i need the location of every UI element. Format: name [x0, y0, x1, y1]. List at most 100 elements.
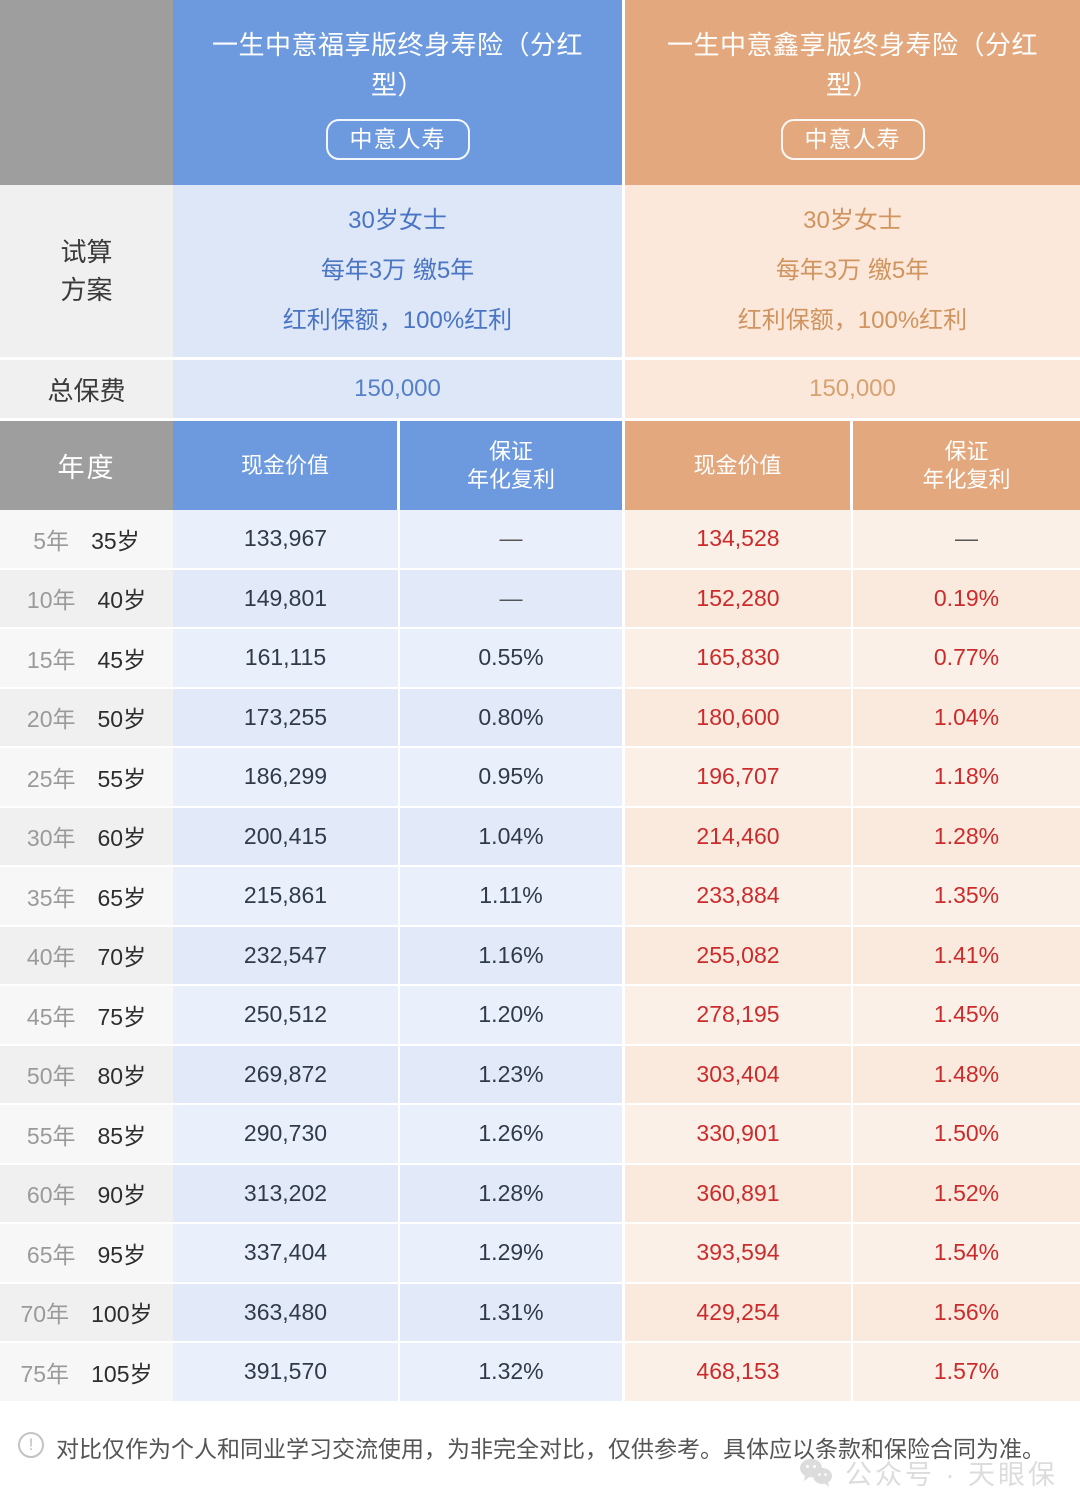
- cell-cash-a: 232,547: [173, 926, 400, 986]
- row-year: 55年: [26, 1122, 76, 1149]
- column-header-rate-a: 保证 年化复利: [400, 418, 625, 510]
- footer-note-text: 对比仅作为个人和同业学习交流使用，为非完全对比，仅供参考。具体应以条款和保险合同…: [56, 1435, 1045, 1462]
- row-period-label: 65年 95岁: [0, 1224, 173, 1284]
- column-header-rate-b-line1: 保证: [944, 438, 989, 464]
- column-header-rate-b-line2: 年化复利: [922, 466, 1011, 492]
- row-period-label: 75年 105岁: [0, 1343, 173, 1403]
- cell-cash-b: 134,528: [625, 510, 853, 570]
- cell-rate-b: 0.19%: [853, 569, 1080, 629]
- column-header-rate-a-line1: 保证: [488, 438, 533, 464]
- cell-cash-b: 180,600: [625, 688, 853, 748]
- cell-rate-a: —: [400, 510, 625, 570]
- product-company-badge-a: 中意人寿: [325, 119, 470, 160]
- row-age: 65岁: [97, 884, 147, 911]
- plan-a-line-2: 每年3万 缴5年: [320, 257, 475, 284]
- table-row: 50年 80岁 269,872 1.23% 303,404 1.48%: [0, 1045, 1080, 1105]
- cell-rate-a: 1.23%: [400, 1045, 625, 1105]
- table-row: 65年 95岁 337,404 1.29% 393,594 1.54%: [0, 1224, 1080, 1284]
- row-period-label: 45年 75岁: [0, 986, 173, 1046]
- cell-cash-b: 360,891: [625, 1164, 853, 1224]
- product-company-badge-b: 中意人寿: [780, 119, 925, 160]
- table-row: 75年 105岁 391,570 1.32% 468,153 1.57%: [0, 1343, 1080, 1403]
- cell-cash-b: 278,195: [625, 986, 853, 1046]
- table-row: 60年 90岁 313,202 1.28% 360,891 1.52%: [0, 1164, 1080, 1224]
- plan-a-line-3: 红利保额，100%红利: [282, 307, 513, 334]
- total-premium-row: 总保费 150,000 150,000: [0, 360, 1080, 418]
- footer-note: ! 对比仅作为个人和同业学习交流使用，为非完全对比，仅供参考。具体应以条款和保险…: [0, 1402, 1080, 1508]
- row-year: 10年: [26, 587, 76, 614]
- row-year: 25年: [26, 765, 76, 792]
- row-period-label: 40年 70岁: [0, 926, 173, 986]
- row-year: 45年: [26, 1003, 76, 1030]
- table-row: 70年 100岁 363,480 1.31% 429,254 1.56%: [0, 1283, 1080, 1343]
- row-age: 100岁: [91, 1301, 153, 1328]
- plan-cell-b: 30岁女士 每年3万 缴5年 红利保额，100%红利: [625, 185, 1080, 360]
- cell-cash-b: 214,460: [625, 807, 853, 867]
- cell-rate-b: 1.41%: [853, 926, 1080, 986]
- cell-cash-a: 363,480: [173, 1283, 400, 1343]
- cell-rate-b: 1.35%: [853, 867, 1080, 927]
- cell-rate-a: 0.80%: [400, 688, 625, 748]
- plan-row-label: 试算 方案: [0, 185, 173, 360]
- row-year: 35年: [26, 884, 76, 911]
- cell-cash-a: 173,255: [173, 688, 400, 748]
- column-header-rate-a-line2: 年化复利: [466, 466, 555, 492]
- plan-row: 试算 方案 30岁女士 每年3万 缴5年 红利保额，100%红利 30岁女士 每…: [0, 185, 1080, 360]
- cell-cash-a: 200,415: [173, 807, 400, 867]
- cell-rate-a: 1.28%: [400, 1164, 625, 1224]
- row-year: 60年: [26, 1182, 76, 1209]
- cell-rate-b: 0.77%: [853, 629, 1080, 689]
- row-age: 35岁: [91, 527, 140, 554]
- row-year: 70年: [20, 1301, 70, 1328]
- cell-rate-b: —: [853, 510, 1080, 570]
- cell-cash-b: 330,901: [625, 1105, 853, 1165]
- row-age: 105岁: [91, 1360, 153, 1387]
- table-row: 45年 75岁 250,512 1.20% 278,195 1.45%: [0, 986, 1080, 1046]
- cell-cash-b: 233,884: [625, 867, 853, 927]
- row-age: 60岁: [97, 825, 147, 852]
- cell-cash-b: 393,594: [625, 1224, 853, 1284]
- row-period-label: 10年 40岁: [0, 569, 173, 629]
- cell-cash-b: 196,707: [625, 748, 853, 808]
- row-period-label: 60年 90岁: [0, 1164, 173, 1224]
- row-period-label: 30年 60岁: [0, 807, 173, 867]
- row-age: 70岁: [97, 944, 147, 971]
- row-period-label: 5年 35岁: [0, 510, 173, 570]
- cell-cash-b: 165,830: [625, 629, 853, 689]
- row-age: 40岁: [97, 587, 147, 614]
- cell-rate-a: 1.29%: [400, 1224, 625, 1284]
- column-header-rate-b: 保证 年化复利: [853, 418, 1080, 510]
- column-header-cash-a: 现金价值: [173, 418, 400, 510]
- cell-rate-b: 1.48%: [853, 1045, 1080, 1105]
- row-period-label: 35年 65岁: [0, 867, 173, 927]
- plan-b-line-3: 红利保额，100%红利: [737, 307, 968, 334]
- cell-cash-b: 255,082: [625, 926, 853, 986]
- cell-rate-a: 0.95%: [400, 748, 625, 808]
- product-title-b: 一生中意鑫享版终身寿险（分红型）: [666, 30, 1038, 100]
- cell-cash-b: 468,153: [625, 1343, 853, 1403]
- cell-rate-a: 0.55%: [400, 629, 625, 689]
- plan-a-line-1: 30岁女士: [348, 207, 447, 234]
- plan-label-line1: 试算: [60, 237, 113, 267]
- cell-rate-a: 1.31%: [400, 1283, 625, 1343]
- product-title-row: 一生中意福享版终身寿险（分红型） 中意人寿 一生中意鑫享版终身寿险（分红型） 中…: [0, 0, 1080, 185]
- cell-rate-a: 1.16%: [400, 926, 625, 986]
- row-age: 50岁: [97, 706, 147, 733]
- column-header-row: 年度 现金价值 保证 年化复利 现金价值 保证 年化复利: [0, 418, 1080, 510]
- cell-rate-b: 1.54%: [853, 1224, 1080, 1284]
- total-premium-value-b: 150,000: [625, 360, 1080, 418]
- cell-rate-a: 1.26%: [400, 1105, 625, 1165]
- cell-rate-b: 1.52%: [853, 1164, 1080, 1224]
- product-header-b: 一生中意鑫享版终身寿险（分红型） 中意人寿: [625, 0, 1080, 185]
- product-title-a: 一生中意福享版终身寿险（分红型）: [211, 30, 583, 100]
- row-period-label: 70年 100岁: [0, 1283, 173, 1343]
- table-row: 55年 85岁 290,730 1.26% 330,901 1.50%: [0, 1105, 1080, 1165]
- cell-cash-a: 149,801: [173, 569, 400, 629]
- row-year: 30年: [26, 825, 76, 852]
- cell-rate-b: 1.18%: [853, 748, 1080, 808]
- cell-cash-a: 133,967: [173, 510, 400, 570]
- cell-rate-a: 1.32%: [400, 1343, 625, 1403]
- corner-blank-cell: [0, 0, 173, 185]
- plan-cell-a: 30岁女士 每年3万 缴5年 红利保额，100%红利: [173, 185, 625, 360]
